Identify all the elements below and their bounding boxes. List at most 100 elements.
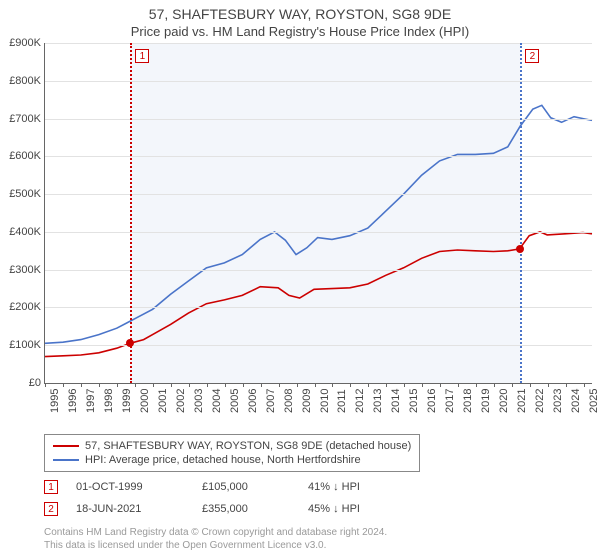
plot-area: £0£100K£200K£300K£400K£500K£600K£700K£80… — [44, 43, 592, 384]
x-tick — [368, 383, 369, 387]
x-axis-label: 1996 — [67, 389, 79, 413]
x-axis-label: 2015 — [408, 389, 420, 413]
x-axis-label: 2004 — [211, 389, 223, 413]
attribution: Contains HM Land Registry data © Crown c… — [44, 526, 592, 552]
attribution-line: This data is licensed under the Open Gov… — [44, 539, 592, 552]
attribution-line: Contains HM Land Registry data © Crown c… — [44, 526, 592, 539]
x-tick — [153, 383, 154, 387]
x-axis-label: 2020 — [498, 389, 510, 413]
chart-footer-area: 57, SHAFTESBURY WAY, ROYSTON, SG8 9DE (d… — [44, 434, 592, 552]
x-axis-label: 1998 — [103, 389, 115, 413]
y-axis-label: £0 — [1, 377, 41, 389]
x-axis-label: 2017 — [444, 389, 456, 413]
x-axis-label: 2014 — [390, 389, 402, 413]
x-axis-label: 2000 — [139, 389, 151, 413]
x-axis-label: 2005 — [229, 389, 241, 413]
x-axis-label: 1997 — [85, 389, 97, 413]
x-tick — [458, 383, 459, 387]
x-tick — [99, 383, 100, 387]
legend-row: 57, SHAFTESBURY WAY, ROYSTON, SG8 9DE (d… — [53, 439, 411, 453]
x-tick — [135, 383, 136, 387]
x-tick — [386, 383, 387, 387]
x-axis-label: 2001 — [157, 389, 169, 413]
x-axis-label: 2018 — [462, 389, 474, 413]
x-tick — [63, 383, 64, 387]
x-tick — [189, 383, 190, 387]
x-axis-label: 2019 — [480, 389, 492, 413]
sale-marker-dot — [516, 245, 524, 253]
grid-line — [45, 156, 592, 157]
x-tick — [315, 383, 316, 387]
legend-label: HPI: Average price, detached house, Nort… — [85, 454, 361, 466]
grid-line — [45, 194, 592, 195]
legend-box: 57, SHAFTESBURY WAY, ROYSTON, SG8 9DE (d… — [44, 434, 420, 472]
x-axis-label: 2025 — [588, 389, 600, 413]
x-tick — [207, 383, 208, 387]
x-axis-label: 2007 — [265, 389, 277, 413]
x-axis-label: 2024 — [570, 389, 582, 413]
legend-row: HPI: Average price, detached house, Nort… — [53, 453, 411, 467]
x-tick — [584, 383, 585, 387]
chart-subtitle: Price paid vs. HM Land Registry's House … — [0, 24, 600, 39]
y-axis-label: £600K — [1, 150, 41, 162]
sale-date: 01-OCT-1999 — [76, 481, 196, 493]
y-axis-label: £300K — [1, 264, 41, 276]
x-axis-label: 1995 — [49, 389, 61, 413]
x-axis-label: 2008 — [283, 389, 295, 413]
x-tick — [440, 383, 441, 387]
x-axis-label: 2011 — [336, 389, 348, 413]
x-tick — [548, 383, 549, 387]
y-axis-label: £500K — [1, 188, 41, 200]
sale-pct: 45% ↓ HPI — [308, 503, 428, 515]
grid-line — [45, 307, 592, 308]
y-axis-label: £100K — [1, 339, 41, 351]
y-axis-label: £400K — [1, 226, 41, 238]
x-tick — [350, 383, 351, 387]
y-axis-label: £800K — [1, 75, 41, 87]
sale-row: 1 01-OCT-1999 £105,000 41% ↓ HPI — [44, 480, 592, 494]
x-axis-label: 2010 — [319, 389, 331, 413]
chart-lines — [45, 43, 592, 383]
x-tick — [566, 383, 567, 387]
grid-line — [45, 270, 592, 271]
x-axis-label: 1999 — [121, 389, 133, 413]
x-tick — [225, 383, 226, 387]
x-tick — [243, 383, 244, 387]
sale-row: 218-JUN-2021£355,00045% ↓ HPI — [44, 502, 592, 516]
x-tick — [117, 383, 118, 387]
chart-container: 57, SHAFTESBURY WAY, ROYSTON, SG8 9DE Pr… — [0, 6, 600, 552]
sale-price: £105,000 — [202, 481, 302, 493]
x-tick — [422, 383, 423, 387]
x-tick — [332, 383, 333, 387]
sale-marker-box: 2 — [525, 49, 539, 63]
x-tick — [171, 383, 172, 387]
x-tick — [530, 383, 531, 387]
grid-line — [45, 232, 592, 233]
sales-list: 1 01-OCT-1999 £105,000 41% ↓ HPI 2 18-JUN-202… — [44, 480, 592, 516]
sale-index-box: 1 — [44, 480, 58, 494]
x-axis-label: 2023 — [552, 389, 564, 413]
x-axis-label: 2022 — [534, 389, 546, 413]
sale-index-box: 2 — [44, 502, 58, 516]
x-tick — [279, 383, 280, 387]
sale-pct: 41% ↓ HPI — [308, 481, 428, 493]
y-axis-label: £200K — [1, 301, 41, 313]
sale-vline — [130, 43, 132, 383]
sale-marker-dot — [126, 339, 134, 347]
x-tick — [494, 383, 495, 387]
legend-label: 57, SHAFTESBURY WAY, ROYSTON, SG8 9DE (d… — [85, 440, 411, 452]
grid-line — [45, 43, 592, 44]
x-tick — [261, 383, 262, 387]
x-axis-label: 2012 — [354, 389, 366, 413]
grid-line — [45, 119, 592, 120]
chart-title: 57, SHAFTESBURY WAY, ROYSTON, SG8 9DE — [0, 6, 600, 22]
x-axis-label: 2003 — [193, 389, 205, 413]
legend-swatch — [53, 445, 79, 447]
grid-line — [45, 81, 592, 82]
x-axis-label: 2009 — [301, 389, 313, 413]
sale-date: 18-JUN-2021 — [76, 503, 196, 515]
legend-swatch — [53, 459, 79, 461]
y-axis-label: £900K — [1, 37, 41, 49]
x-tick — [476, 383, 477, 387]
x-tick — [81, 383, 82, 387]
